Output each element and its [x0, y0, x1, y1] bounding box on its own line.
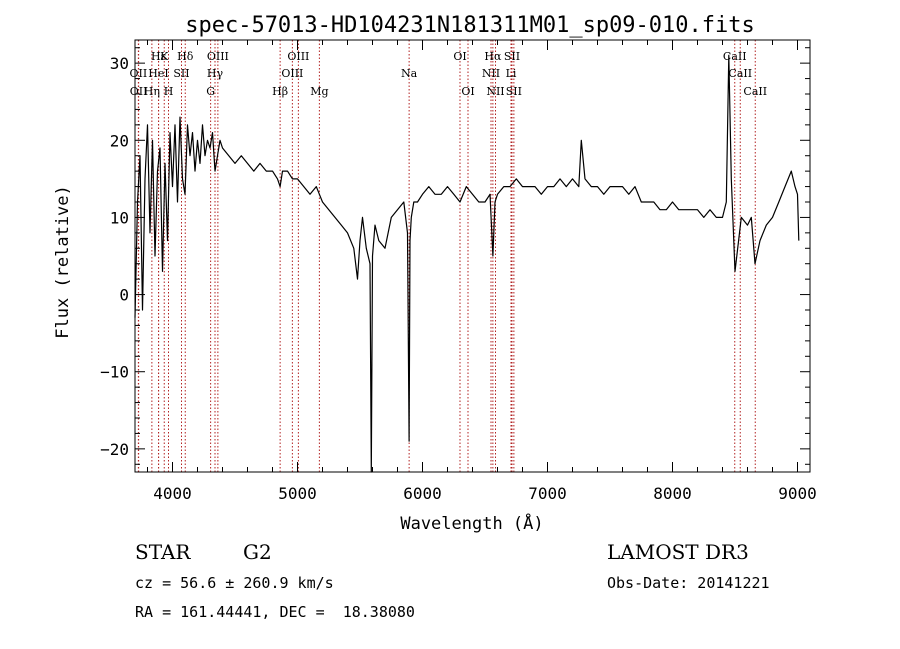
- y-tick-label: 0: [119, 286, 129, 305]
- spectral-line-label: SII: [173, 67, 189, 80]
- y-tick-label: 20: [110, 131, 129, 150]
- spectral-line-label: OIII: [207, 50, 229, 63]
- coordinates-line: RA = 161.44441, DEC = 18.38080: [135, 603, 415, 621]
- chart-title: spec-57013-HD104231N181311M01_sp09-010.f…: [185, 13, 755, 38]
- spectral-line-label: Hβ: [272, 85, 288, 98]
- plot-frame: [134, 39, 811, 473]
- x-tick-label: 5000: [278, 484, 317, 503]
- y-tick-label: −20: [100, 440, 129, 459]
- x-axis-label: Wavelength (Å): [400, 512, 543, 534]
- y-tick-label: −10: [100, 363, 129, 382]
- spectral-line-label: Hγ: [207, 67, 224, 80]
- x-tick-label: 9000: [778, 484, 817, 503]
- spectral-line-label: Na: [401, 67, 418, 80]
- spectral-line-label: CaII: [743, 85, 767, 98]
- spectrum-series-line: [134, 54, 800, 473]
- spectral-line-label: NII: [482, 67, 500, 80]
- object-class: STAR: [135, 540, 191, 564]
- obs-date-line: Obs-Date: 20141221: [607, 574, 770, 592]
- y-axis: −20 −10 0 10 20 30: [100, 47, 810, 465]
- spectral-line-markers: [137, 40, 756, 472]
- y-tick-label: 10: [110, 208, 129, 227]
- spectral-line-label: OIII: [287, 50, 309, 63]
- y-axis-label: Flux (relative): [53, 185, 73, 339]
- spectral-line-label: Hδ: [177, 50, 194, 63]
- spectral-line-label: CaII: [723, 50, 747, 63]
- x-tick-label: 7000: [528, 484, 567, 503]
- spectral-line-label: OII: [130, 85, 148, 98]
- spectral-line-label: Li: [506, 67, 517, 80]
- spectral-line-label: HeI: [148, 67, 168, 80]
- spectral-line-label: Mg: [310, 85, 328, 98]
- object-subclass: G2: [243, 540, 272, 564]
- spectral-line-label: CaII: [728, 67, 752, 80]
- spectral-line-label: Hη: [144, 85, 160, 98]
- x-tick-label: 6000: [403, 484, 442, 503]
- spectral-line-label: H: [164, 85, 174, 98]
- survey-name: LAMOST DR3: [607, 540, 749, 564]
- spectral-line-label: SII: [506, 85, 522, 98]
- spectral-line-label: Hε: [151, 50, 167, 63]
- spectral-line-label: OIII: [281, 67, 303, 80]
- spectral-line-label: SII: [504, 50, 520, 63]
- x-tick-label: 8000: [653, 484, 692, 503]
- spectral-line-label: Hα: [484, 50, 502, 63]
- spectral-line-label: OI: [453, 50, 466, 63]
- spectral-line-label: OII: [130, 67, 148, 80]
- y-tick-label: 30: [110, 54, 129, 73]
- spectral-line-label: OI: [461, 85, 474, 98]
- spectral-line-label: G: [206, 85, 215, 98]
- spectral-line-label: K: [160, 50, 169, 63]
- spectral-line-label: NII: [486, 85, 504, 98]
- x-axis: 4000 5000 6000 7000 8000 9000: [147, 40, 817, 503]
- x-tick-label: 4000: [153, 484, 192, 503]
- redshift-line: cz = 56.6 ± 260.9 km/s: [135, 574, 334, 592]
